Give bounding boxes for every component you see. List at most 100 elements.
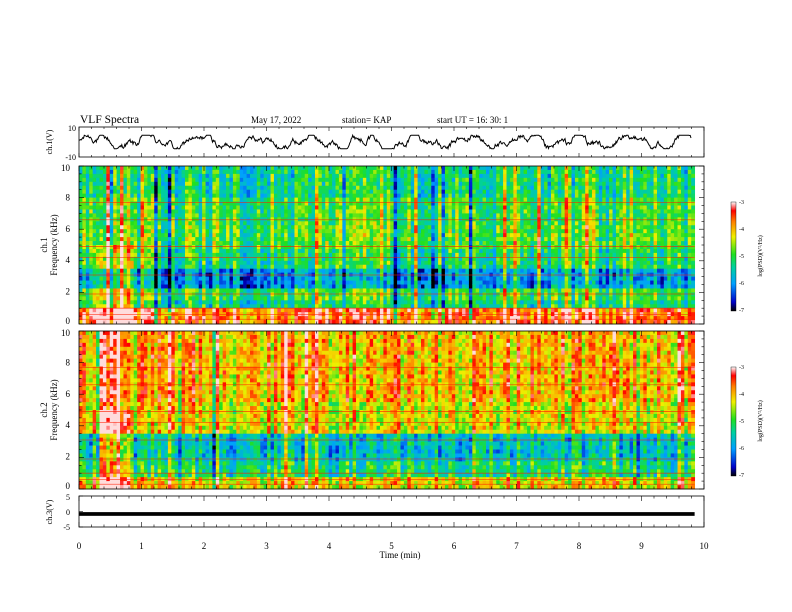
spectrogram-cell xyxy=(479,189,483,195)
spectrogram-cell xyxy=(236,205,241,210)
spectrogram-cell xyxy=(325,241,330,246)
spectrogram-cell xyxy=(379,237,384,242)
spectrogram-cell xyxy=(407,288,412,293)
spectrogram-cell xyxy=(164,237,169,242)
spectrogram-cell xyxy=(229,276,234,281)
spectrogram-cell xyxy=(284,229,289,234)
spectrogram-cell xyxy=(287,304,292,309)
spectrogram-cell xyxy=(85,260,90,266)
spectrogram-cell xyxy=(444,292,449,297)
spectrogram-cell xyxy=(393,280,398,285)
spectrogram-cell xyxy=(226,284,230,289)
spectrogram-cell xyxy=(212,288,217,293)
spectrogram-cell xyxy=(407,245,412,250)
spectrogram-cell xyxy=(181,173,186,179)
spectrogram-cell xyxy=(208,280,213,285)
spectrogram-cell xyxy=(294,221,299,226)
spectrogram-cell xyxy=(325,221,330,226)
spectrogram-cell xyxy=(143,193,148,198)
spectrogram-cell xyxy=(250,166,254,171)
spectrogram-cell xyxy=(475,284,480,289)
spectrogram-cell xyxy=(462,177,466,183)
spectrogram-cell xyxy=(328,292,333,297)
spectrogram-cell xyxy=(397,209,401,214)
spectrogram-cell xyxy=(304,181,309,187)
spectrogram-cell xyxy=(82,193,87,198)
spectrogram-cell xyxy=(386,237,391,242)
spectrogram-cell xyxy=(85,213,90,218)
spectrogram-cell xyxy=(116,296,121,301)
spectrogram-cell xyxy=(130,300,135,305)
spectrogram-cell xyxy=(130,237,135,242)
spectrogram-cell xyxy=(284,320,289,325)
spectrogram-cell xyxy=(311,193,316,198)
spectrogram-cell xyxy=(185,237,189,242)
spectrogram-cell xyxy=(188,296,193,301)
spectrogram-cell xyxy=(475,229,480,234)
spectrogram-cell xyxy=(270,197,275,202)
spectrogram-cell xyxy=(137,229,141,234)
spectrogram-cell xyxy=(304,237,309,242)
spectrogram-cell xyxy=(301,308,306,313)
spectrogram-cell xyxy=(164,252,169,258)
spectrogram-cell xyxy=(359,248,364,254)
spectrogram-cell xyxy=(280,185,285,191)
spectrogram-cell xyxy=(79,237,83,242)
spectrogram-cell xyxy=(198,256,203,262)
spectrogram-cell xyxy=(304,221,309,226)
spectrogram-cell xyxy=(267,264,271,270)
spectrogram-cell xyxy=(164,193,169,198)
spectrogram-cell xyxy=(468,300,473,305)
spectrogram-cell xyxy=(188,173,193,179)
spectrogram-cell xyxy=(441,280,446,285)
spectrogram-cell xyxy=(256,213,261,218)
spectrogram-cell xyxy=(376,248,381,254)
spectrogram-cell xyxy=(294,320,299,325)
spectrogram-cell xyxy=(455,245,460,250)
spectrogram-cell xyxy=(79,308,83,313)
spectrogram-cell xyxy=(383,201,388,206)
spectrogram-cell xyxy=(123,209,128,214)
spectrogram-cell xyxy=(444,213,449,218)
spectrogram-cell xyxy=(167,245,172,250)
spectrogram-cell xyxy=(277,292,282,297)
spectrogram-cell xyxy=(438,205,442,210)
spectrogram-cell xyxy=(304,308,309,313)
spectrogram-cell xyxy=(243,197,247,202)
spectrogram-cell xyxy=(304,268,309,274)
spectrogram-cell xyxy=(198,205,203,210)
spectrogram-cell xyxy=(185,308,189,313)
spectrogram-cell xyxy=(328,308,333,313)
spectrogram-cell xyxy=(465,181,470,187)
spectrogram-cell xyxy=(130,320,135,325)
spectrogram-cell xyxy=(236,225,241,230)
spectrogram-cell xyxy=(195,292,200,297)
spectrogram-cell xyxy=(246,189,251,195)
spectrogram-cell xyxy=(284,193,289,198)
spectrogram-cell xyxy=(284,248,289,254)
spectrogram-cell xyxy=(191,166,196,171)
ch1-waveform-line xyxy=(78,133,692,151)
spectrogram-cell xyxy=(482,166,487,171)
spectrogram-cell xyxy=(150,304,155,309)
spectrogram-cell xyxy=(226,166,230,171)
spectrogram-cell xyxy=(167,166,172,171)
spectrogram-cell xyxy=(96,308,100,313)
spectrogram-cell xyxy=(143,197,148,202)
spectrogram-cell xyxy=(157,221,162,226)
spectrogram-cell xyxy=(421,193,425,198)
spectrogram-cell xyxy=(267,166,271,171)
spectrogram-cell xyxy=(492,233,497,238)
spectrogram-cell xyxy=(417,284,422,289)
ch1-spectrogram-image xyxy=(79,166,696,325)
spectrogram-cell xyxy=(414,197,418,202)
spectrogram-cell xyxy=(397,316,401,321)
spectrogram-cell xyxy=(246,264,251,270)
spectrogram-cell xyxy=(479,169,483,175)
spectrogram-cell xyxy=(120,268,124,274)
spectrogram-cell xyxy=(297,189,302,195)
spectrogram-cell xyxy=(239,268,244,274)
spectrogram-cell xyxy=(236,221,241,226)
spectrogram-cell xyxy=(352,213,357,218)
spectrogram-cell xyxy=(215,280,220,285)
